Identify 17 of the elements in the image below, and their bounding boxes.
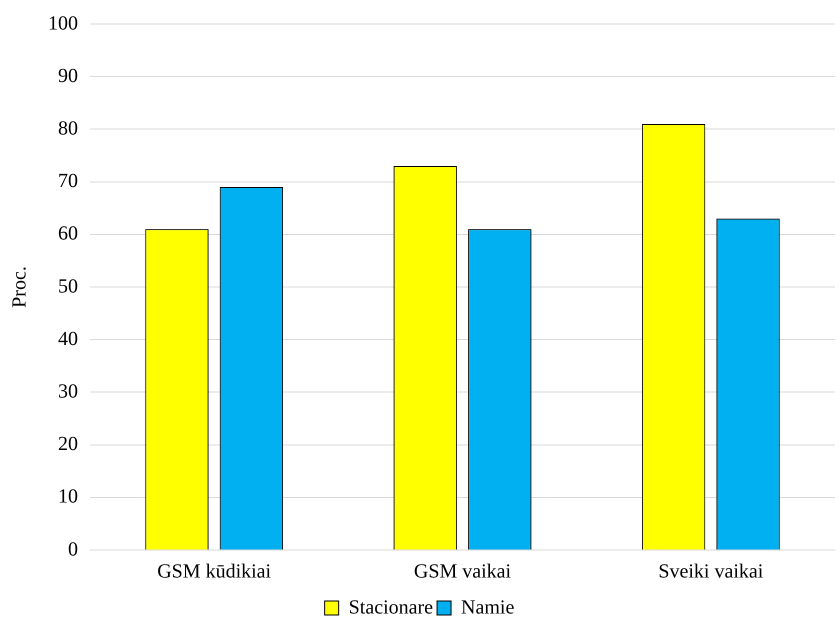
legend-label: Stacionare [348, 596, 434, 618]
legend-label: Namie [461, 596, 514, 618]
y-tick-label: 90 [58, 64, 78, 87]
y-tick-label: 100 [48, 12, 78, 34]
y-tick-label: 0 [68, 538, 78, 560]
y-tick-label: 80 [58, 117, 78, 140]
y-tick-label: 50 [58, 275, 78, 298]
y-tick-label: 40 [58, 328, 78, 350]
y-tick-label: 10 [58, 486, 78, 508]
x-tick-label: GSM kūdikiai [157, 560, 272, 582]
y-tick-label: 30 [58, 380, 78, 402]
x-tick-label: GSM vaikai [414, 560, 512, 582]
y-tick-label: 20 [58, 433, 78, 456]
y-tick-label: 60 [58, 222, 78, 245]
y-tick-label: 70 [58, 170, 78, 192]
y-axis-title: Proc. [8, 266, 30, 308]
x-tick-label: Sveiki vaikai [658, 560, 764, 582]
